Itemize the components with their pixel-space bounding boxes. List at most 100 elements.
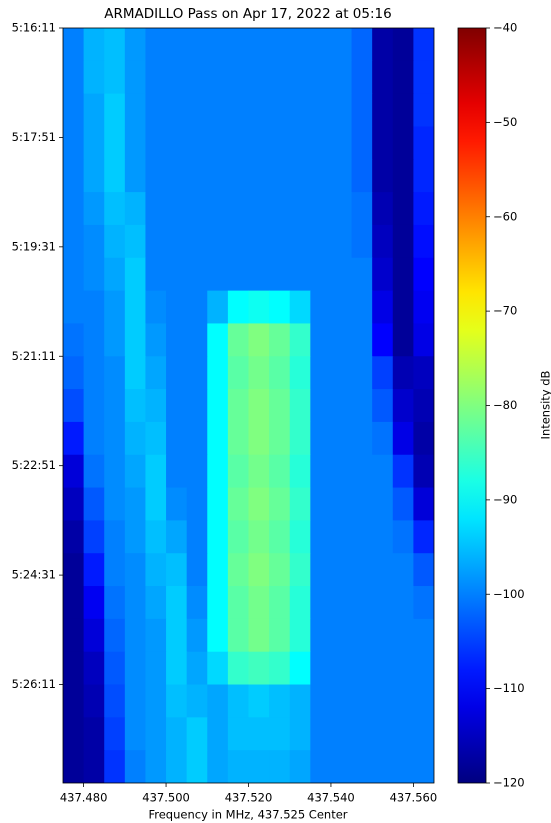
heatmap-cell — [248, 356, 270, 390]
heatmap-cell — [63, 454, 85, 489]
heatmap-cell — [227, 159, 249, 193]
heatmap-cell — [227, 389, 249, 423]
heatmap-cell — [124, 224, 146, 259]
heatmap-cell — [330, 28, 353, 62]
heatmap-cell — [104, 618, 126, 653]
heatmap-cell — [351, 586, 373, 620]
heatmap — [63, 28, 434, 783]
heatmap-cell — [351, 356, 373, 390]
heatmap-cell — [83, 257, 105, 292]
heatmap-cell — [166, 323, 188, 357]
heatmap-cell — [351, 224, 373, 259]
heatmap-cell — [289, 454, 311, 489]
heatmap-cell — [63, 356, 85, 390]
heatmap-cell — [63, 421, 85, 456]
heatmap-cell — [124, 586, 146, 620]
heatmap-cell — [63, 224, 85, 259]
heatmap-cell — [310, 60, 332, 95]
heatmap-cell — [269, 323, 291, 357]
heatmap-cell — [227, 487, 249, 521]
heatmap-cell — [166, 159, 188, 193]
heatmap-cell — [310, 421, 332, 456]
heatmap-cell — [372, 618, 394, 653]
colorbar-tick-label: −110 — [493, 681, 525, 695]
heatmap-cell — [372, 520, 394, 554]
heatmap-cell — [207, 586, 229, 620]
heatmap-cell — [104, 553, 126, 587]
heatmap-cell — [392, 553, 414, 587]
heatmap-cell — [186, 356, 208, 390]
heatmap-cell — [166, 257, 188, 292]
heatmap-cell — [83, 192, 105, 226]
heatmap-cell — [351, 389, 373, 423]
heatmap-cell — [104, 520, 126, 554]
heatmap-cell — [186, 520, 208, 554]
heatmap-cell — [207, 356, 229, 390]
heatmap-cell — [413, 356, 434, 390]
heatmap-cell — [269, 520, 291, 554]
x-tick-label: 437.520 — [225, 791, 273, 805]
heatmap-cell — [186, 257, 208, 292]
heatmap-cell — [207, 421, 229, 456]
heatmap-cell — [145, 651, 167, 686]
heatmap-cell — [330, 290, 353, 324]
heatmap-cell — [83, 520, 105, 554]
heatmap-cell — [248, 60, 270, 95]
heatmap-cell — [104, 684, 126, 718]
heatmap-cell — [83, 717, 105, 751]
heatmap-cell — [186, 454, 208, 489]
heatmap-cell — [166, 750, 188, 783]
heatmap-cell — [166, 93, 188, 127]
heatmap-cell — [227, 257, 249, 292]
heatmap-cell — [124, 750, 146, 783]
heatmap-cell — [145, 93, 167, 127]
y-tick-label: 5:24:31 — [12, 568, 56, 582]
heatmap-cell — [289, 28, 311, 62]
heatmap-cell — [310, 684, 332, 718]
heatmap-cell — [269, 389, 291, 423]
heatmap-cell — [63, 651, 85, 686]
heatmap-cell — [145, 28, 167, 62]
heatmap-cell — [372, 487, 394, 521]
heatmap-cell — [227, 750, 249, 783]
heatmap-cell — [392, 257, 414, 292]
heatmap-cell — [413, 93, 434, 127]
heatmap-cell — [63, 323, 85, 357]
heatmap-cell — [351, 159, 373, 193]
heatmap-cell — [124, 421, 146, 456]
heatmap-cell — [104, 454, 126, 489]
heatmap-cell — [269, 454, 291, 489]
heatmap-cell — [351, 520, 373, 554]
heatmap-cell — [269, 487, 291, 521]
heatmap-cell — [330, 421, 353, 456]
heatmap-cell — [372, 750, 394, 783]
heatmap-cell — [227, 290, 249, 324]
heatmap-cell — [330, 224, 353, 259]
heatmap-cell — [63, 750, 85, 783]
heatmap-cell — [186, 651, 208, 686]
heatmap-cell — [392, 651, 414, 686]
heatmap-cell — [207, 192, 229, 226]
heatmap-cell — [83, 586, 105, 620]
heatmap-cell — [351, 553, 373, 587]
heatmap-cell — [83, 224, 105, 259]
heatmap-cell — [310, 750, 332, 783]
heatmap-cell — [248, 684, 270, 718]
heatmap-cell — [269, 717, 291, 751]
heatmap-cell — [392, 454, 414, 489]
heatmap-cell — [207, 684, 229, 718]
heatmap-cell — [392, 192, 414, 226]
heatmap-cell — [166, 421, 188, 456]
heatmap-cell — [83, 684, 105, 718]
colorbar-tick-label: −90 — [493, 492, 517, 506]
heatmap-cell — [330, 651, 353, 686]
heatmap-cell — [330, 192, 353, 226]
heatmap-cell — [310, 93, 332, 127]
heatmap-cell — [83, 28, 105, 62]
heatmap-cell — [413, 586, 434, 620]
heatmap-cell — [145, 750, 167, 783]
heatmap-cell — [124, 192, 146, 226]
heatmap-cell — [166, 454, 188, 489]
heatmap-cell — [351, 257, 373, 292]
heatmap-cell — [413, 651, 434, 686]
